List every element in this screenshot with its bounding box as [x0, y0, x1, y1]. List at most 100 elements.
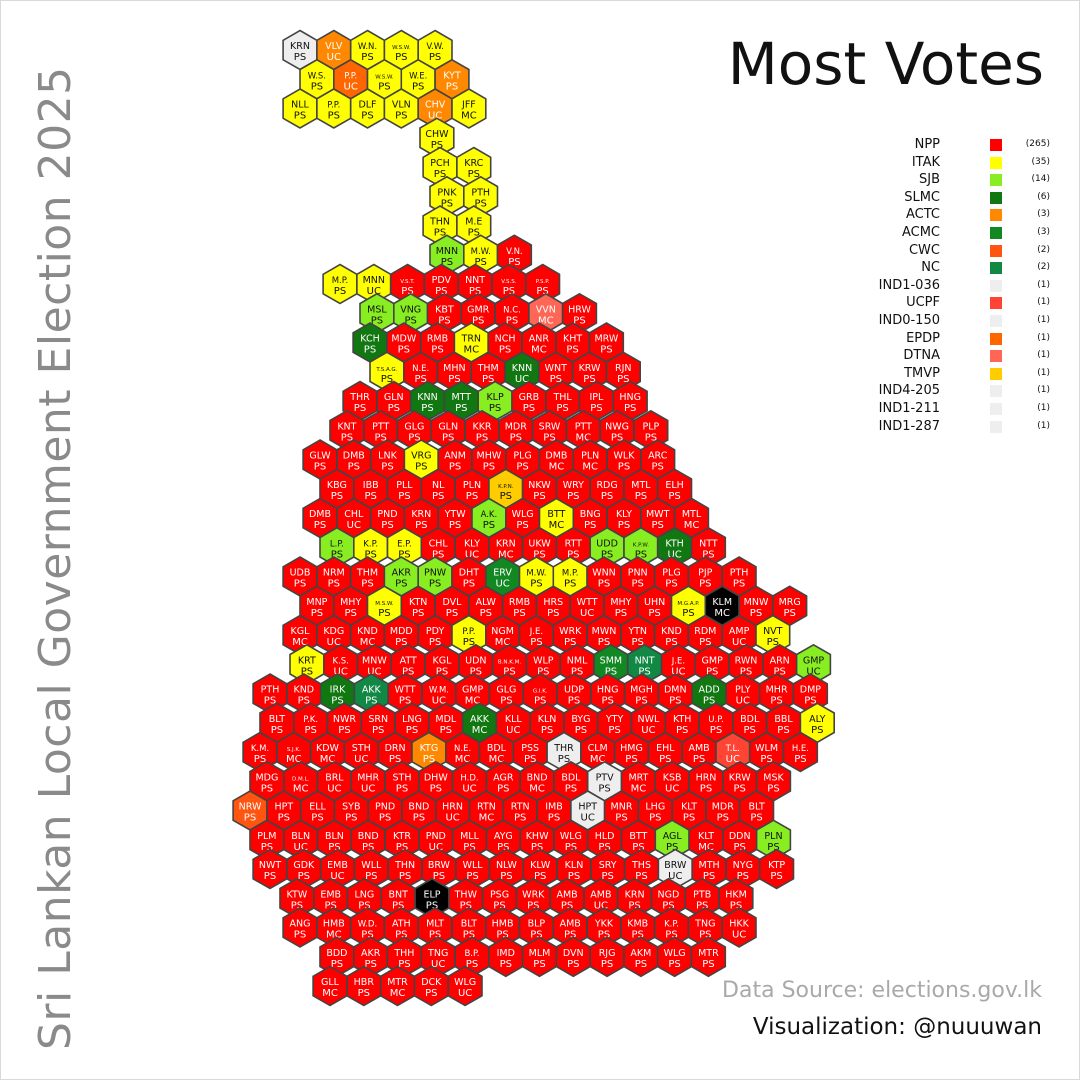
- hex-area-type: PS: [388, 403, 400, 414]
- hex-area-type: PS: [361, 111, 373, 122]
- legend-item: CWC (2): [860, 242, 1060, 260]
- hex-area-code: TNG: [427, 948, 448, 959]
- hex-area-type: PS: [770, 696, 782, 707]
- hex-area-code: GRB: [519, 392, 539, 403]
- hex-area-code: PDV: [432, 275, 452, 286]
- hex-area-code: RTT: [565, 538, 583, 549]
- hex-area-code: DHT: [459, 568, 479, 579]
- hex-area-code: DHW: [424, 772, 448, 783]
- hex-area-code: A.K.: [481, 510, 498, 520]
- hex-area-type: PS: [415, 520, 427, 531]
- hex-area-type: PS: [770, 871, 782, 882]
- hex-area-code: KYT: [443, 70, 461, 81]
- hex-area-type: PS: [412, 608, 424, 619]
- hex-area-type: PS: [398, 491, 410, 502]
- hex-area-type: PS: [261, 842, 273, 853]
- hex-area-code: KHW: [526, 831, 549, 842]
- hex-area-code: EMB: [327, 860, 348, 871]
- hex-area-type: PS: [500, 491, 512, 502]
- legend-party-label: NPP: [914, 137, 940, 152]
- hex-area-type: PS: [434, 169, 446, 180]
- hex-area-type: PS: [717, 813, 729, 824]
- hex-area-type: PS: [567, 491, 579, 502]
- hex-area-code: KSB: [663, 772, 682, 783]
- hex-area-type: PS: [710, 725, 722, 736]
- hex-area-code: M.S.W.: [375, 601, 394, 607]
- hex-area-code: MRG: [779, 597, 801, 608]
- hex-area-type: PS: [278, 813, 290, 824]
- hex-area-code: THM: [477, 363, 499, 374]
- hex-area-code: HMB: [323, 919, 345, 930]
- hex-area-code: AMB: [688, 743, 709, 754]
- hex-area-type: PS: [590, 403, 602, 414]
- hex-area-type: PS: [449, 520, 461, 531]
- hex-area-type: UC: [465, 549, 479, 560]
- hex-area-code: NWT: [259, 860, 281, 871]
- hex-area-type: PS: [602, 871, 614, 882]
- hex-area-code: MDR: [712, 802, 735, 813]
- hex-area-type: PS: [567, 549, 579, 560]
- hex-area-type: PS: [466, 491, 478, 502]
- hex-area-code: V.N.: [506, 247, 522, 257]
- hex-area-type: PS: [740, 666, 752, 677]
- hex-area-code: MNP: [306, 597, 327, 608]
- hex-area-code: PLG: [662, 568, 680, 579]
- hex-area-type: PS: [381, 520, 393, 531]
- hex-area-code: MHY: [610, 597, 631, 608]
- hex-area-code: W.S.: [308, 71, 326, 81]
- hex-area-type: PS: [500, 696, 512, 707]
- hex-area-code: SRN: [368, 714, 388, 725]
- hex-area-type: PS: [615, 813, 627, 824]
- hex-area-code: PNW: [424, 568, 447, 579]
- hex-area-type: PS: [314, 462, 326, 473]
- hex-area-type: PS: [476, 432, 488, 443]
- hex-area-code: HRN: [442, 802, 463, 813]
- hex-area-type: PS: [703, 871, 715, 882]
- hex-area-code: K.P.: [363, 539, 378, 549]
- hex-area-code: KRC: [464, 158, 483, 169]
- hex-area-type: PS: [429, 579, 441, 590]
- hex-area-type: PS: [568, 871, 580, 882]
- hex-area-type: PS: [460, 900, 472, 911]
- hex-area-type: PS: [500, 871, 512, 882]
- hex-area-type: PS: [331, 549, 343, 560]
- hex-area-code: GLN: [384, 392, 404, 403]
- hex-area-type: PS: [325, 900, 337, 911]
- hex-area-type: PS: [561, 900, 573, 911]
- hex-area-type: PS: [774, 666, 786, 677]
- hex-area-type: PS: [392, 900, 404, 911]
- hex-area-code: UDB: [290, 568, 311, 579]
- hex-area-type: PS: [530, 637, 542, 648]
- hex-area-type: PS: [482, 374, 494, 385]
- legend-party-label: TMVP: [904, 365, 940, 381]
- hex-area-type: MC: [698, 842, 714, 853]
- hex-area-type: PS: [448, 374, 460, 385]
- hex-area-type: UC: [327, 783, 341, 794]
- legend-swatch: [990, 314, 1002, 327]
- hex-area-type: PS: [693, 754, 705, 765]
- hex-area-type: UC: [432, 696, 446, 707]
- hex-area-code: YTN: [627, 626, 647, 637]
- hex-area-code: PTH: [730, 568, 749, 579]
- hex-area-type: PS: [294, 579, 306, 590]
- hex-area-code: L.P.: [330, 539, 344, 549]
- hex-area-type: PS: [682, 608, 694, 619]
- hex-area-code: PNN: [628, 568, 648, 579]
- hex-area-type: PS: [361, 930, 373, 941]
- hex-area-code: HRW: [568, 304, 591, 315]
- hex-area-type: MC: [326, 930, 342, 941]
- hex-area-code: MWT: [646, 509, 670, 520]
- hex-area-code: CLM: [588, 743, 608, 754]
- hex-area-code: NWG: [605, 421, 629, 432]
- hex-cell: [721, 907, 757, 948]
- hex-area-type: PS: [379, 813, 391, 824]
- hex-area-code: MHW: [477, 451, 502, 462]
- hex-area-code: W.S.W.: [392, 45, 411, 51]
- hex-area-type: UC: [334, 666, 348, 677]
- hex-area-code: KRW: [729, 772, 751, 783]
- hex-area-code: NML: [567, 655, 588, 666]
- hex-area-type: PS: [426, 900, 438, 911]
